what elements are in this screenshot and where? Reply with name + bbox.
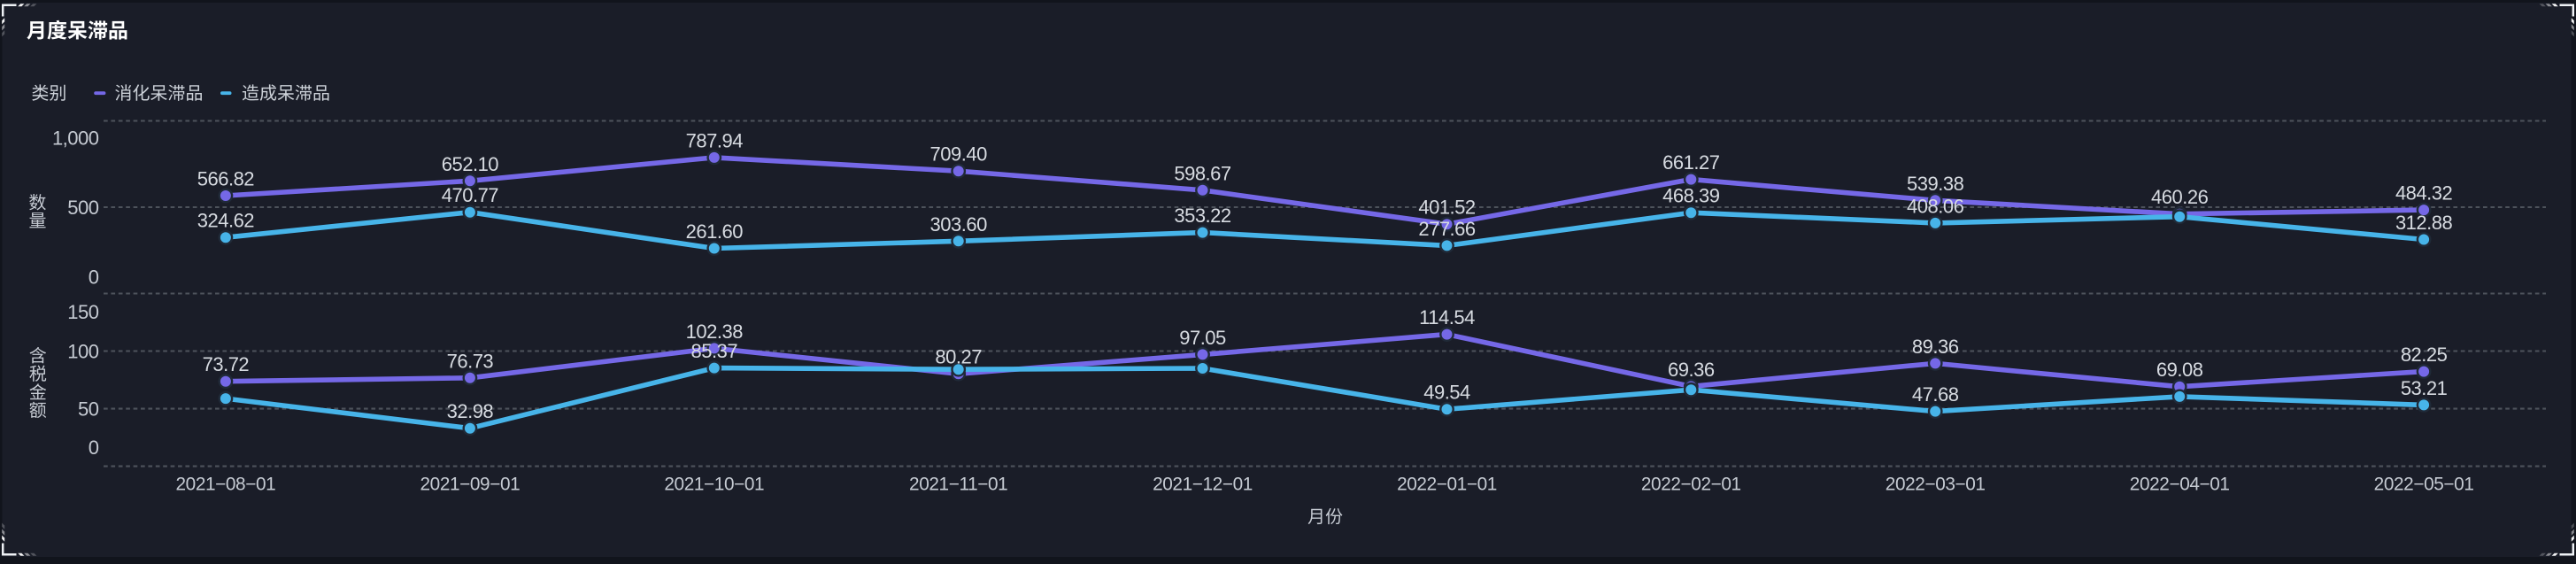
svg-text:353.22: 353.22 <box>1174 205 1231 227</box>
svg-text:2022−03−01: 2022−03−01 <box>1886 475 1986 495</box>
svg-text:69.36: 69.36 <box>1668 359 1715 381</box>
svg-text:2021−09−01: 2021−09−01 <box>420 475 520 495</box>
svg-text:500: 500 <box>67 197 98 219</box>
svg-text:566.82: 566.82 <box>197 168 255 190</box>
svg-text:2021−11−01: 2021−11−01 <box>909 475 1007 495</box>
svg-text:150: 150 <box>67 301 98 323</box>
svg-text:0: 0 <box>89 267 99 289</box>
svg-text:0: 0 <box>89 437 99 459</box>
svg-text:468.39: 468.39 <box>1662 185 1720 207</box>
svg-text:408.06: 408.06 <box>1907 195 1964 217</box>
svg-text:2022−05−01: 2022−05−01 <box>2374 475 2474 495</box>
svg-text:85.37: 85.37 <box>691 340 738 362</box>
svg-text:324.62: 324.62 <box>197 210 255 232</box>
svg-text:2022−02−01: 2022−02−01 <box>1641 475 1741 495</box>
svg-text:100: 100 <box>67 341 98 363</box>
svg-text:2021−08−01: 2021−08−01 <box>175 475 275 495</box>
svg-text:2021−12−01: 2021−12−01 <box>1153 475 1253 495</box>
svg-text:73.72: 73.72 <box>203 353 250 375</box>
svg-text:312.88: 312.88 <box>2395 212 2453 234</box>
svg-text:49.54: 49.54 <box>1423 382 1470 404</box>
svg-text:76.73: 76.73 <box>447 350 494 372</box>
svg-text:787.94: 787.94 <box>686 129 744 151</box>
svg-text:2022−01−01: 2022−01−01 <box>1397 475 1497 495</box>
svg-text:114.54: 114.54 <box>1419 306 1475 328</box>
svg-text:1,000: 1,000 <box>52 127 99 149</box>
svg-text:97.05: 97.05 <box>1179 327 1226 349</box>
svg-text:261.60: 261.60 <box>686 220 744 243</box>
svg-text:401.52: 401.52 <box>1418 197 1476 219</box>
svg-text:82.25: 82.25 <box>2401 344 2448 366</box>
svg-text:303.60: 303.60 <box>930 213 988 236</box>
svg-text:661.27: 661.27 <box>1662 151 1720 174</box>
svg-text:709.40: 709.40 <box>930 143 988 166</box>
svg-text:598.67: 598.67 <box>1174 162 1231 184</box>
svg-text:2021−10−01: 2021−10−01 <box>664 475 764 495</box>
svg-text:2022−04−01: 2022−04−01 <box>2130 475 2230 495</box>
svg-text:47.68: 47.68 <box>1912 383 1959 406</box>
svg-text:102.38: 102.38 <box>686 321 744 343</box>
svg-text:277.66: 277.66 <box>1418 218 1476 240</box>
svg-text:484.32: 484.32 <box>2395 182 2453 205</box>
svg-text:470.77: 470.77 <box>442 184 499 206</box>
svg-text:460.26: 460.26 <box>2151 186 2209 208</box>
svg-text:80.27: 80.27 <box>935 346 982 368</box>
svg-text:652.10: 652.10 <box>442 153 499 175</box>
svg-text:32.98: 32.98 <box>447 400 494 422</box>
svg-text:69.08: 69.08 <box>2156 359 2203 381</box>
svg-text:50: 50 <box>78 398 99 421</box>
svg-text:53.21: 53.21 <box>2401 377 2448 399</box>
svg-text:539.38: 539.38 <box>1907 173 1964 195</box>
svg-text:89.36: 89.36 <box>1912 336 1959 358</box>
